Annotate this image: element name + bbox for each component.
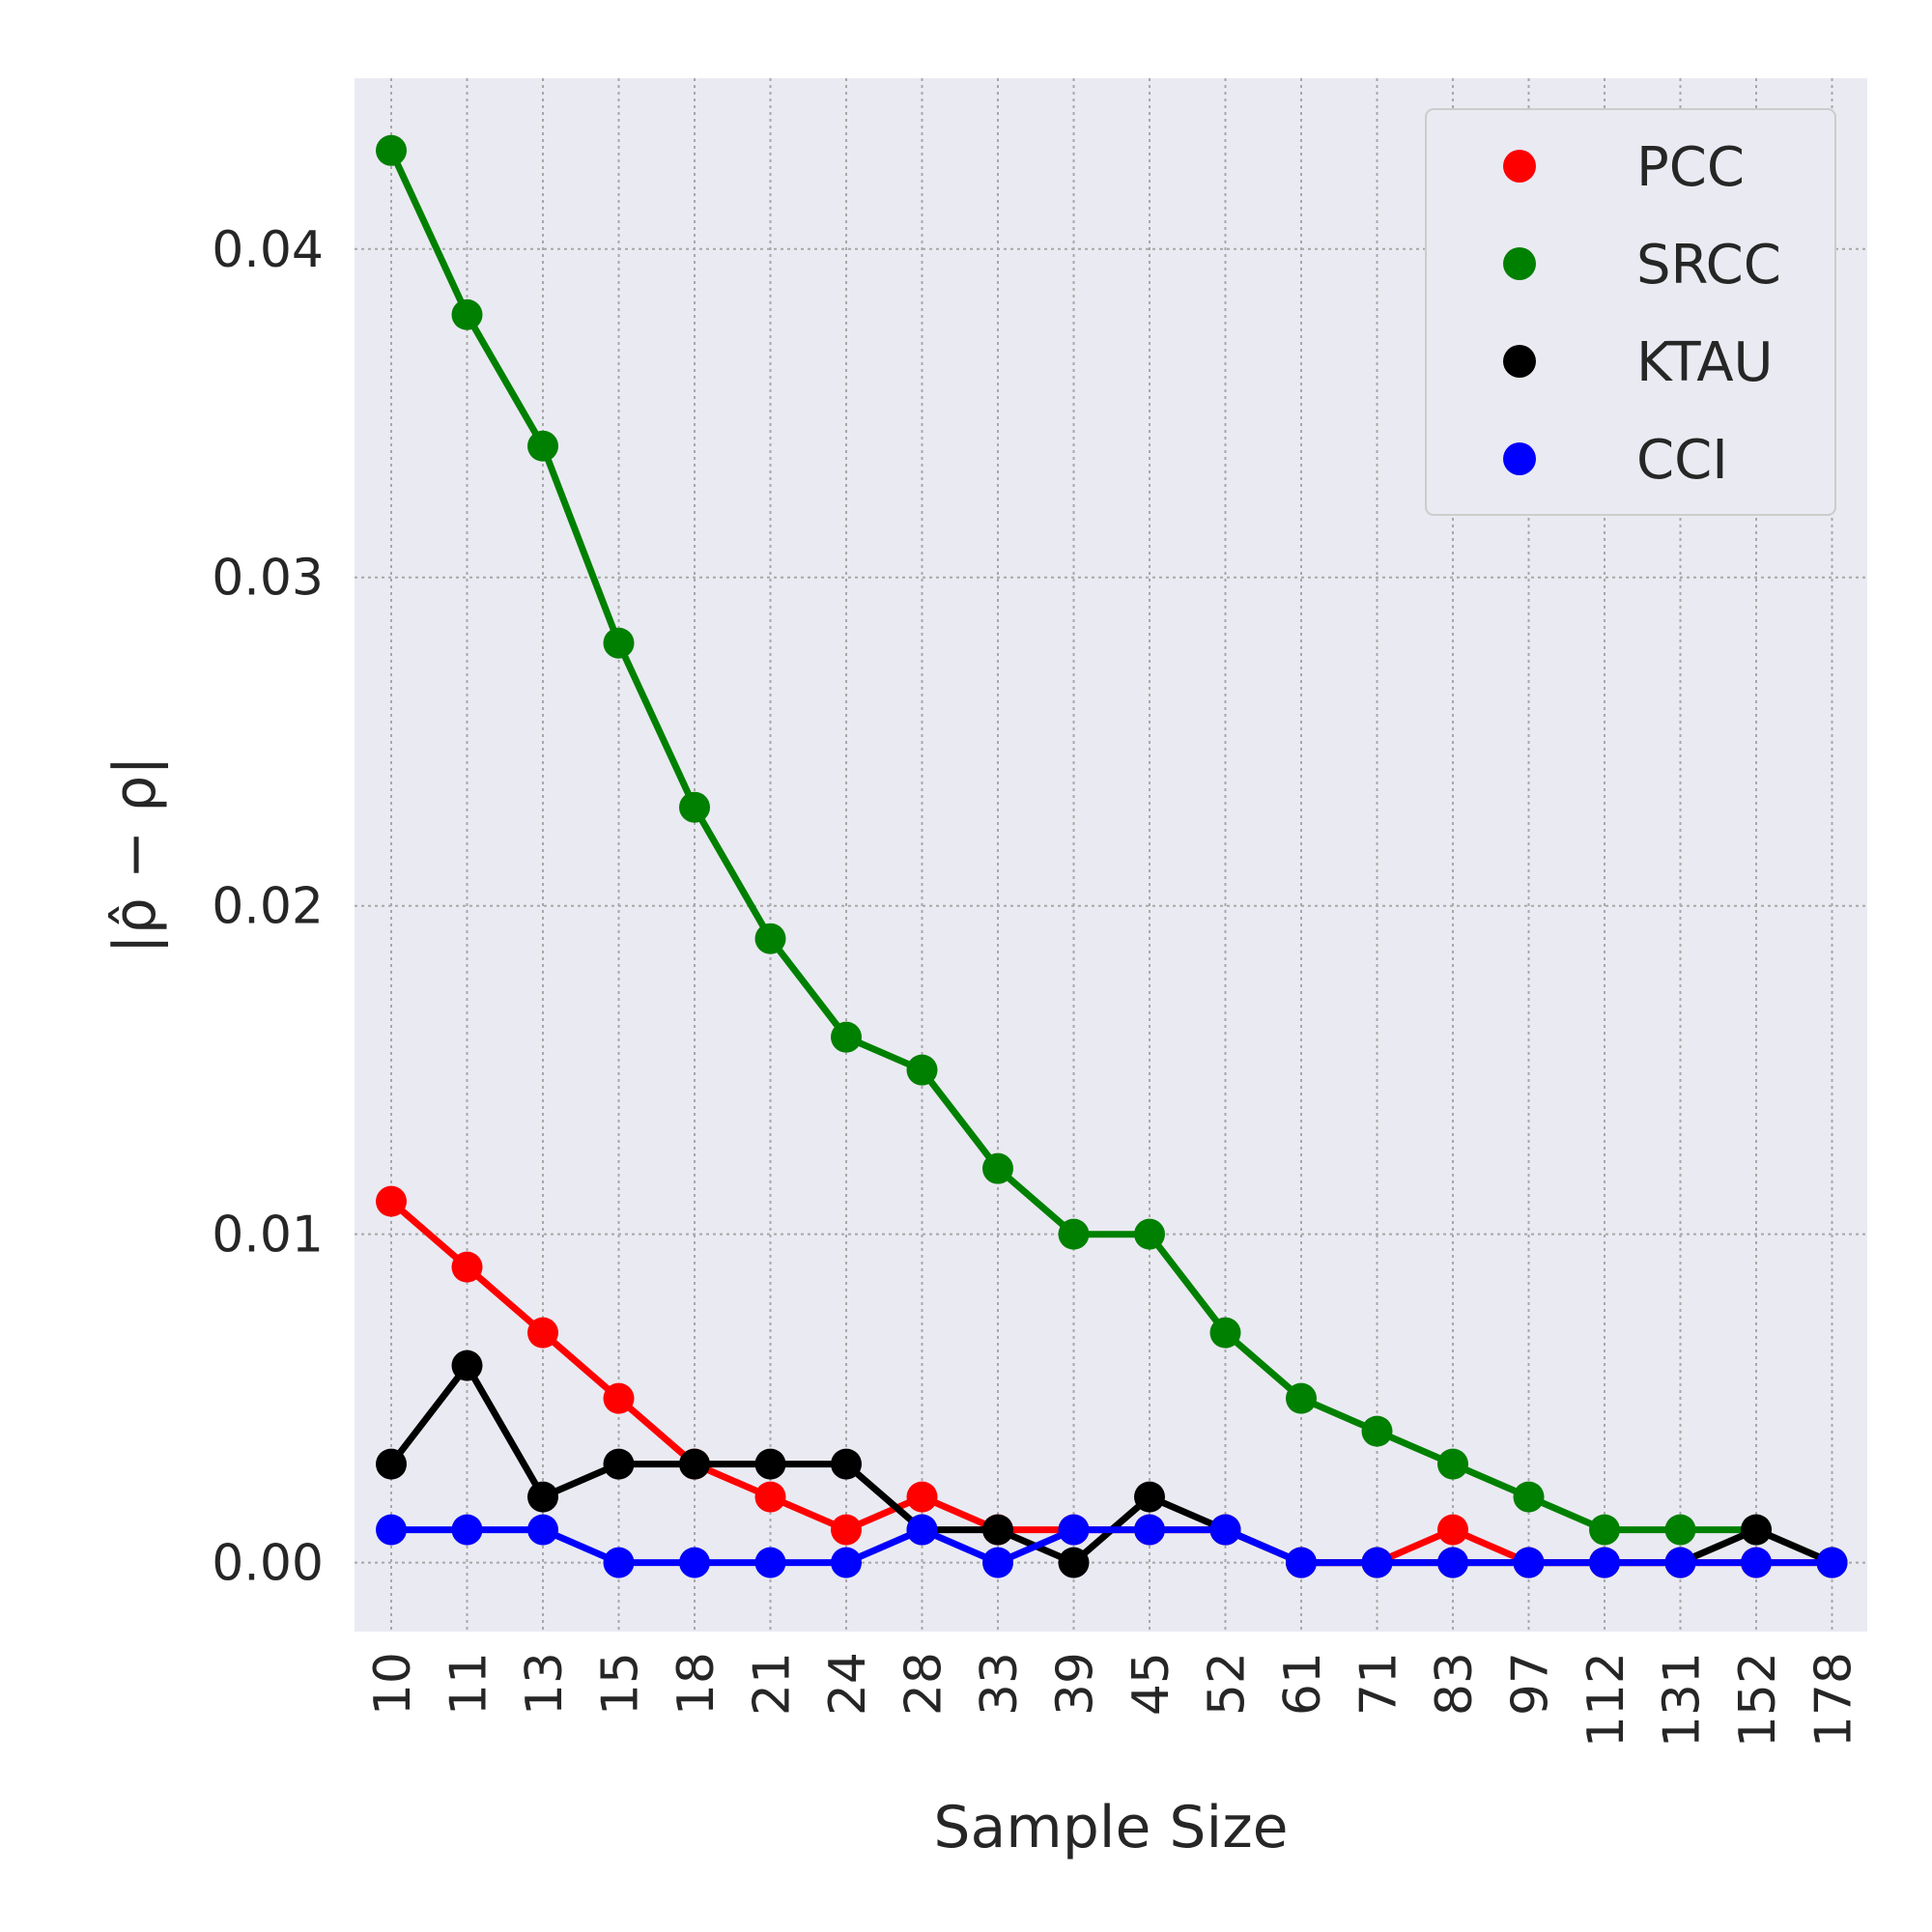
legend-label: SRCC xyxy=(1636,234,1781,297)
x-tick-label: 11 xyxy=(440,1652,498,1716)
x-tick-label: 21 xyxy=(744,1652,802,1716)
data-point xyxy=(1816,1547,1848,1578)
data-point xyxy=(754,1448,786,1480)
legend-marker xyxy=(1503,442,1536,475)
x-tick-label: 45 xyxy=(1122,1652,1180,1716)
data-point xyxy=(1513,1481,1545,1513)
series-layer xyxy=(376,134,1848,1578)
data-point xyxy=(679,1547,710,1578)
data-point xyxy=(451,1251,483,1283)
data-point xyxy=(906,1481,938,1513)
data-point xyxy=(1209,1317,1241,1349)
y-tick-label: 0.04 xyxy=(212,221,324,279)
data-point xyxy=(982,1547,1013,1578)
data-point xyxy=(1361,1547,1393,1578)
data-point xyxy=(906,1514,938,1546)
data-point xyxy=(1741,1547,1772,1578)
data-point xyxy=(1058,1218,1090,1250)
data-point xyxy=(451,298,483,330)
data-point xyxy=(527,1514,558,1546)
data-point xyxy=(451,1514,483,1546)
x-tick-label: 24 xyxy=(819,1652,877,1716)
data-point xyxy=(831,1514,862,1546)
x-tick-label: 83 xyxy=(1426,1652,1484,1716)
data-point xyxy=(831,1448,862,1480)
data-point xyxy=(1134,1514,1165,1546)
x-tick-label: 112 xyxy=(1577,1652,1635,1747)
data-point xyxy=(1741,1514,1772,1546)
legend-marker xyxy=(1503,150,1536,183)
data-point xyxy=(679,1448,710,1480)
data-point xyxy=(754,1547,786,1578)
data-point xyxy=(1437,1547,1468,1578)
x-tick-label: 33 xyxy=(971,1652,1029,1716)
y-tick-label: 0.03 xyxy=(212,550,324,608)
data-point xyxy=(1058,1514,1090,1546)
data-point xyxy=(527,1317,558,1349)
x-tick-label: 152 xyxy=(1729,1652,1787,1747)
legend-marker xyxy=(1503,345,1536,378)
data-point xyxy=(603,1448,635,1480)
x-axis-title: Sample Size xyxy=(933,1794,1288,1861)
data-point xyxy=(376,1514,407,1546)
y-tick-label: 0.01 xyxy=(212,1207,324,1264)
y-tick-label: 0.00 xyxy=(212,1535,324,1593)
legend-frame xyxy=(1425,108,1836,516)
x-tick-label: 18 xyxy=(668,1652,725,1716)
data-point xyxy=(754,1481,786,1513)
y-tick-labels: 0.00 0.01 0.02 0.03 0.04 xyxy=(212,221,324,1593)
x-tick-label: 61 xyxy=(1274,1652,1332,1716)
y-axis-title: |ρ̂ − ρ| xyxy=(101,755,169,953)
x-tick-label: 13 xyxy=(516,1652,574,1716)
data-point xyxy=(982,1514,1013,1546)
data-point xyxy=(1513,1547,1545,1578)
x-tick-label: 178 xyxy=(1805,1652,1863,1747)
data-point xyxy=(679,791,710,823)
y-tick-label: 0.02 xyxy=(212,878,324,936)
data-point xyxy=(1437,1448,1468,1480)
data-point xyxy=(831,1547,862,1578)
x-tick-label: 39 xyxy=(1047,1652,1105,1716)
legend-marker xyxy=(1503,247,1536,280)
data-point xyxy=(1361,1415,1393,1447)
data-point xyxy=(1589,1547,1620,1578)
x-tick-label: 52 xyxy=(1199,1652,1257,1716)
data-point xyxy=(603,1547,635,1578)
x-tick-label: 131 xyxy=(1654,1652,1712,1747)
x-tick-label: 10 xyxy=(364,1652,422,1716)
data-point xyxy=(754,923,786,954)
data-point xyxy=(1286,1547,1317,1578)
x-tick-label: 15 xyxy=(592,1652,650,1716)
data-point xyxy=(376,1185,407,1217)
data-point xyxy=(603,627,635,659)
series-cci xyxy=(376,1514,1848,1578)
data-point xyxy=(376,134,407,166)
data-point xyxy=(1209,1514,1241,1546)
data-point xyxy=(831,1021,862,1053)
data-point xyxy=(527,1481,558,1513)
data-point xyxy=(982,1152,1013,1184)
data-point xyxy=(451,1350,483,1381)
data-point xyxy=(1286,1382,1317,1414)
data-point xyxy=(1664,1514,1696,1546)
data-point xyxy=(527,430,558,462)
legend-label: KTAU xyxy=(1636,331,1774,394)
legend: PCC SRCC KTAU CCI xyxy=(1425,108,1836,516)
x-tick-label: 71 xyxy=(1350,1652,1408,1716)
data-point xyxy=(1664,1547,1696,1578)
data-point xyxy=(1437,1514,1468,1546)
data-point xyxy=(1589,1514,1620,1546)
x-tick-label: 97 xyxy=(1502,1652,1560,1716)
data-point xyxy=(1134,1481,1165,1513)
legend-label: CCI xyxy=(1636,429,1728,492)
data-point xyxy=(906,1054,938,1086)
x-tick-labels: 10 11 13 15 18 21 24 28 33 39 45 52 61 71 83 97 112 131 15… xyxy=(364,1652,1863,1747)
data-point xyxy=(1058,1547,1090,1578)
legend-label: PCC xyxy=(1636,136,1745,199)
data-point xyxy=(603,1382,635,1414)
x-tick-label: 28 xyxy=(895,1652,953,1716)
data-point xyxy=(376,1448,407,1480)
data-point xyxy=(1134,1218,1165,1250)
